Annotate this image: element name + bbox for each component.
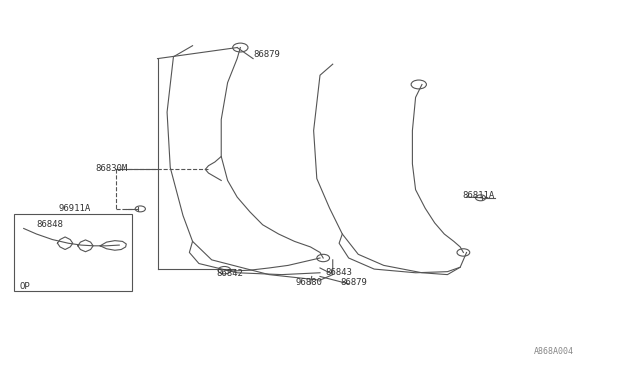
Text: 86879: 86879: [253, 51, 280, 60]
Text: 86811A: 86811A: [462, 192, 494, 201]
Text: 86830M: 86830M: [96, 164, 128, 173]
Text: 96911A: 96911A: [59, 203, 91, 213]
Text: 86842: 86842: [217, 269, 244, 278]
Text: OP: OP: [19, 282, 30, 291]
Bar: [14, 214, 132, 291]
Text: 86848: 86848: [36, 220, 63, 229]
Text: 96880: 96880: [296, 278, 323, 287]
Text: 86843: 86843: [325, 268, 352, 277]
Text: 86879: 86879: [340, 278, 367, 287]
Text: A868A004: A868A004: [534, 347, 573, 356]
